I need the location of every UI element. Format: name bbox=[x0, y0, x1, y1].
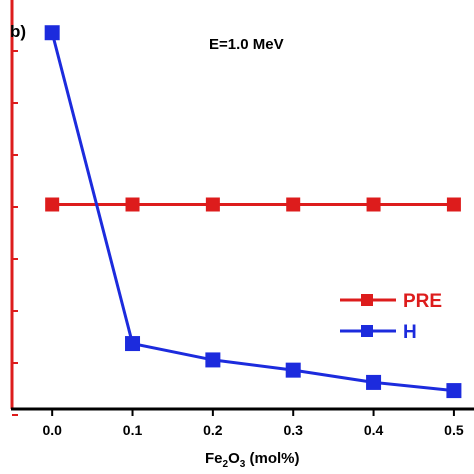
data-point bbox=[285, 362, 301, 378]
legend-label: H bbox=[403, 322, 417, 343]
x-tick-label: 0.5 bbox=[444, 422, 464, 438]
data-point bbox=[45, 197, 60, 212]
data-point bbox=[366, 374, 382, 390]
data-point bbox=[44, 25, 60, 41]
legend-marker bbox=[361, 294, 373, 306]
legend-marker bbox=[361, 325, 373, 337]
x-tick-label: 0.3 bbox=[283, 422, 303, 438]
axes: 0.0 0.1 0.2 0.3 0.4 0.5 bbox=[10, 0, 474, 438]
data-point bbox=[125, 197, 140, 212]
x-tick-label: 0.0 bbox=[42, 422, 62, 438]
data-point bbox=[125, 336, 141, 352]
data-point bbox=[205, 197, 220, 212]
panel-label: b) bbox=[10, 22, 26, 41]
x-tick-label: 0.4 bbox=[364, 422, 384, 438]
series-layer bbox=[44, 25, 462, 399]
data-point bbox=[366, 197, 381, 212]
data-point bbox=[446, 197, 461, 212]
data-point bbox=[286, 197, 301, 212]
series-h bbox=[44, 25, 462, 399]
x-tick-label: 0.1 bbox=[123, 422, 143, 438]
legend: PRE H bbox=[340, 291, 442, 343]
x-axis-label: Fe2O3 (mol%) bbox=[205, 450, 299, 470]
series-line bbox=[50, 32, 455, 393]
data-point bbox=[446, 383, 462, 399]
energy-annotation: E=1.0 MeV bbox=[209, 36, 284, 53]
legend-label: PRE bbox=[403, 291, 442, 312]
x-tick-label: 0.2 bbox=[203, 422, 223, 438]
data-point bbox=[205, 352, 221, 368]
series-pre bbox=[45, 197, 461, 212]
